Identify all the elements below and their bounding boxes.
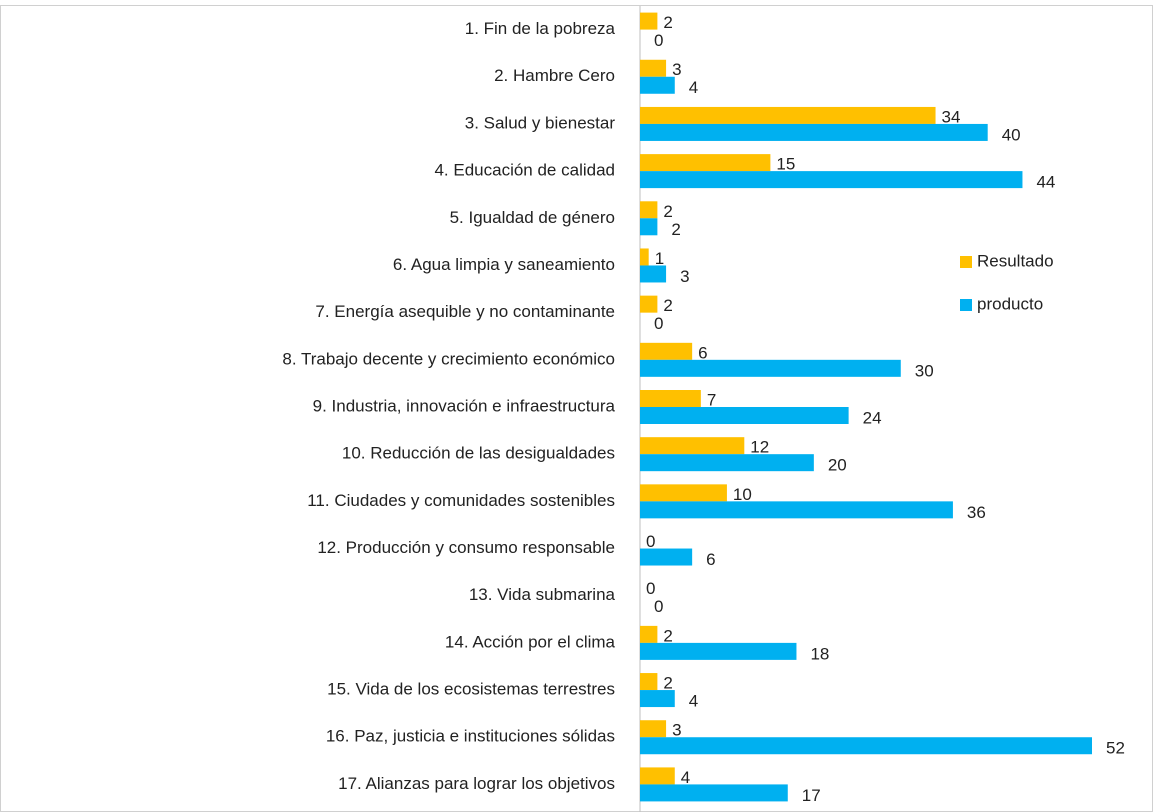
bar: [640, 454, 814, 472]
value-label: 4: [689, 692, 698, 711]
category-label: 14. Acción por el clima: [445, 632, 616, 651]
bar: [640, 201, 658, 219]
category-label: 10. Reducción de las desigualdades: [342, 444, 615, 463]
bar: [640, 171, 1023, 189]
category-label: 4. Educación de calidad: [434, 161, 615, 180]
value-label: 0: [654, 314, 663, 333]
bar: [640, 737, 1092, 755]
value-label: 2: [663, 202, 672, 221]
legend-label: producto: [977, 294, 1043, 313]
value-label: 6: [698, 343, 707, 362]
bar: [640, 437, 745, 455]
category-label: 8. Trabajo decente y crecimiento económi…: [282, 349, 615, 368]
value-label: 0: [654, 31, 663, 50]
value-label: 17: [802, 786, 821, 805]
value-label: 2: [671, 220, 680, 239]
category-label: 2. Hambre Cero: [494, 66, 615, 85]
legend-swatch: [960, 299, 972, 311]
category-label: 6. Agua limpia y saneamiento: [393, 255, 615, 274]
category-label: 9. Industria, innovación e infraestructu…: [313, 396, 616, 415]
bar: [640, 76, 675, 94]
value-label: 2: [663, 13, 672, 32]
bar: [640, 767, 675, 785]
value-label: 0: [654, 597, 663, 616]
value-label: 3: [672, 60, 681, 79]
bar: [640, 106, 936, 124]
value-label: 34: [942, 107, 961, 126]
bar: [640, 218, 658, 236]
category-label: 1. Fin de la pobreza: [465, 19, 616, 38]
bar: [640, 407, 849, 424]
category-label: 13. Vida submarina: [469, 585, 616, 604]
category-label: 11. Ciudades y comunidades sostenibles: [307, 491, 615, 510]
value-label: 44: [1036, 173, 1055, 192]
value-label: 52: [1106, 739, 1125, 758]
value-label: 12: [750, 438, 769, 457]
bar: [640, 248, 649, 266]
bar: [640, 12, 658, 30]
value-label: 6: [706, 550, 715, 569]
value-label: 2: [663, 626, 672, 645]
bar: [640, 265, 667, 283]
category-label: 16. Paz, justicia e instituciones sólida…: [326, 727, 615, 746]
value-label: 0: [646, 532, 655, 551]
bar: [640, 390, 701, 407]
bar: [640, 784, 788, 802]
value-label: 30: [915, 361, 934, 380]
value-label: 2: [663, 674, 672, 693]
bar: [640, 720, 667, 738]
value-label: 7: [707, 390, 716, 409]
bar: [640, 673, 658, 691]
legend-label: Resultado: [977, 251, 1054, 270]
value-label: 4: [681, 768, 690, 787]
value-label: 4: [689, 78, 698, 97]
category-label: 15. Vida de los ecosistemas terrestres: [327, 680, 615, 699]
category-label: 7. Energía asequible y no contaminante: [315, 302, 615, 321]
bar: [640, 642, 797, 660]
category-label: 5. Igualdad de género: [450, 208, 615, 227]
bar: [640, 59, 667, 77]
value-label: 24: [863, 408, 882, 427]
bar: [640, 625, 658, 643]
value-label: 18: [810, 644, 829, 663]
bar: [640, 123, 988, 141]
value-label: 36: [967, 503, 986, 522]
bar: [640, 359, 901, 377]
bar: [640, 154, 771, 172]
value-label: 0: [646, 579, 655, 598]
bar: [640, 548, 693, 566]
value-label: 40: [1002, 125, 1021, 144]
bar: [640, 484, 727, 502]
value-label: 1: [655, 249, 664, 268]
bar: [640, 501, 953, 519]
value-label: 15: [776, 155, 795, 174]
category-label: 17. Alianzas para lograr los objetivos: [338, 774, 615, 793]
value-label: 10: [733, 485, 752, 504]
value-label: 2: [663, 296, 672, 315]
bar: [640, 690, 675, 708]
category-label: 3. Salud y bienestar: [465, 113, 616, 132]
legend-swatch: [960, 256, 972, 268]
bar: [640, 295, 658, 313]
value-label: 3: [680, 267, 689, 286]
bar: [640, 342, 693, 360]
value-label: 20: [828, 456, 847, 475]
value-label: 3: [672, 721, 681, 740]
category-label: 12. Producción y consumo responsable: [317, 538, 615, 557]
